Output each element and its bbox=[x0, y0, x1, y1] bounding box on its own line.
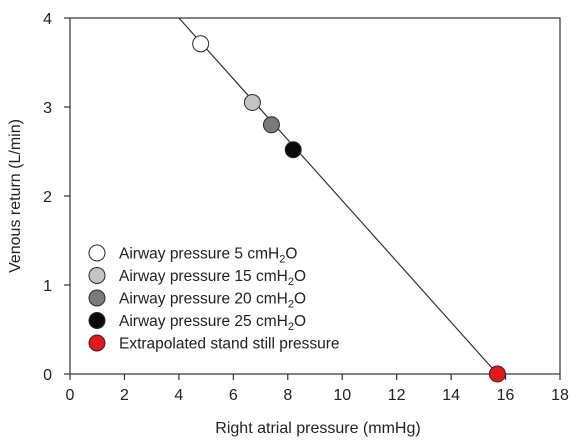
x-tick-label: 2 bbox=[120, 387, 129, 404]
data-point-series-2 bbox=[243, 94, 261, 112]
legend-label-3: Airway pressure 20 cmH2O bbox=[119, 291, 306, 311]
data-point-series-4 bbox=[284, 141, 302, 159]
y-tick-label: 2 bbox=[43, 189, 52, 206]
x-axis-ticks: 0 2 4 6 8 10 12 14 16 18 bbox=[66, 374, 569, 404]
legend-label-subscript: 2 bbox=[279, 254, 285, 266]
legend-marker-3 bbox=[88, 289, 106, 307]
x-tick-label: 18 bbox=[551, 387, 569, 404]
legend-label-suffix: O bbox=[294, 291, 306, 308]
legend-marker-1 bbox=[88, 244, 106, 262]
x-tick-label: 12 bbox=[388, 387, 406, 404]
data-point-series-5 bbox=[488, 365, 506, 383]
x-tick-label: 6 bbox=[229, 387, 238, 404]
x-axis-label: Right atrial pressure (mmHg) bbox=[215, 420, 420, 437]
x-tick-label: 4 bbox=[174, 387, 183, 404]
fit-line-layer bbox=[178, 17, 498, 375]
legend-label-text: Airway pressure 20 cmH bbox=[119, 291, 288, 308]
x-tick-label: 10 bbox=[333, 387, 351, 404]
legend-label-subscript: 2 bbox=[288, 276, 294, 288]
x-tick-label: 14 bbox=[442, 387, 460, 404]
x-tick-label: 0 bbox=[66, 387, 75, 404]
legend-label-suffix: O bbox=[294, 313, 306, 330]
legend-label-subscript: 2 bbox=[288, 299, 294, 311]
legend-label-text: Airway pressure 5 cmH bbox=[119, 246, 279, 263]
legend-label-5: Extrapolated stand still pressure bbox=[119, 336, 340, 353]
data-points-layer bbox=[192, 35, 506, 383]
y-axis-label: Venous return (L/min) bbox=[7, 119, 24, 273]
legend-label-text: Airway pressure 25 cmH bbox=[119, 313, 288, 330]
data-point-series-3 bbox=[262, 116, 280, 134]
legend-label-4: Airway pressure 25 cmH2O bbox=[119, 313, 306, 333]
y-tick-label: 1 bbox=[43, 278, 52, 295]
legend-label-1: Airway pressure 5 cmH2O bbox=[119, 246, 297, 266]
legend-label-text: Airway pressure 15 cmH bbox=[119, 268, 288, 285]
legend-marker-4 bbox=[88, 312, 106, 329]
legend-label-2: Airway pressure 15 cmH2O bbox=[119, 268, 306, 288]
y-axis-ticks: 0 1 2 3 4 bbox=[43, 11, 70, 384]
legend-label-text: Extrapolated stand still pressure bbox=[119, 336, 340, 353]
legend-marker-5 bbox=[88, 334, 106, 352]
y-tick-label: 0 bbox=[43, 367, 52, 384]
regression-line bbox=[178, 17, 498, 375]
x-tick-label: 8 bbox=[283, 387, 292, 404]
legend-marker-2 bbox=[88, 267, 106, 284]
data-point-series-1 bbox=[192, 35, 210, 53]
legend-label-suffix: O bbox=[285, 246, 297, 263]
legend-label-subscript: 2 bbox=[288, 321, 294, 333]
y-tick-label: 3 bbox=[43, 100, 52, 117]
legend-label-suffix: O bbox=[294, 268, 306, 285]
x-tick-label: 16 bbox=[497, 387, 515, 404]
y-tick-label: 4 bbox=[43, 11, 52, 28]
